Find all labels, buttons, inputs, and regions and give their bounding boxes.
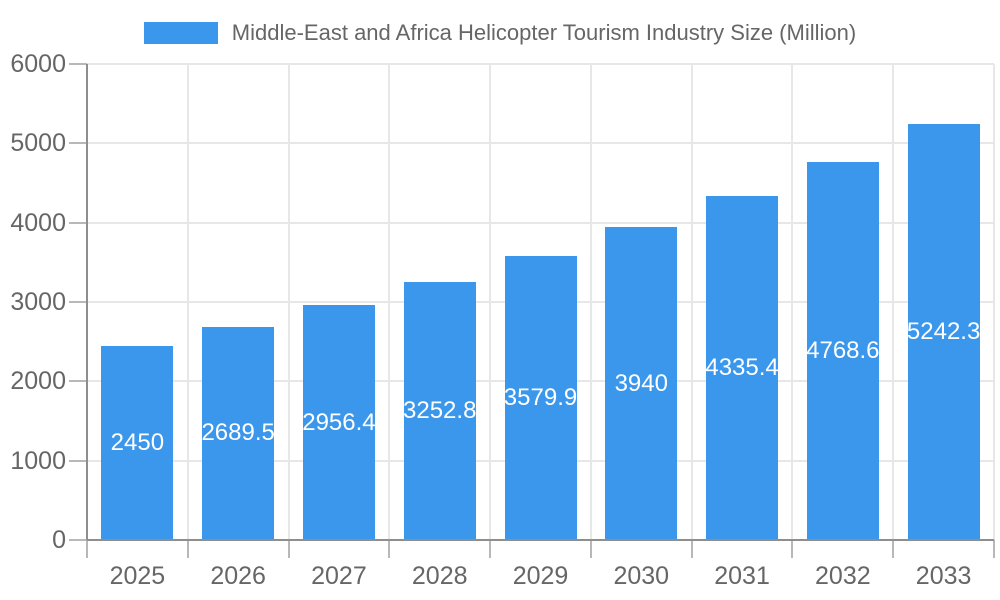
x-tick-mark [489,540,492,558]
bar-value-label: 4768.6 [806,336,880,364]
bar-value-label: 5242.3 [906,318,981,346]
y-axis-tick-label: 0 [52,526,66,554]
bar-value-label: 2956.4 [302,408,376,436]
y-gridline [87,221,994,224]
y-tick-mark [69,63,87,65]
x-tick-mark [690,540,693,558]
x-axis-tick-label: 2029 [512,562,569,590]
y-axis-tick-label: 1000 [10,446,66,475]
x-axis-tick-label: 2031 [714,562,770,590]
bar[interactable] [806,161,879,540]
x-gridline [589,64,592,540]
y-axis-tick-label: 5000 [10,129,66,158]
x-axis-tick-label: 2025 [109,562,166,590]
x-tick-mark [993,540,995,558]
bar[interactable] [302,305,375,540]
x-axis-tick-label: 2032 [815,562,871,590]
legend-item[interactable]: Middle-East and Africa Helicopter Touris… [143,20,857,46]
bar-value-label: 2689.5 [201,419,275,447]
y-gridline [87,142,994,145]
legend-color-swatch [143,22,218,44]
y-axis-tick-label: 3000 [10,288,66,316]
x-tick-mark [186,540,189,558]
y-tick-mark [69,142,87,145]
y-tick-mark [69,221,87,224]
y-axis-tick-label: 2000 [10,367,66,396]
x-tick-mark [86,540,88,558]
y-axis-tick-label: 4000 [10,208,66,237]
legend: Middle-East and Africa Helicopter Touris… [0,20,1000,46]
x-axis-tick-label: 2028 [411,562,468,590]
x-axis-tick-label: 2030 [613,562,670,590]
y-tick-mark [69,301,87,303]
bar[interactable] [202,326,275,540]
y-tick-mark [69,459,87,462]
x-tick-mark [287,540,290,558]
bar-value-label: 3252.8 [403,396,477,424]
x-tick-mark [589,540,592,558]
y-axis-line [86,64,88,540]
y-tick-mark [69,380,87,383]
bar[interactable] [706,196,779,540]
bar-value-label: 2450 [110,428,165,456]
x-gridline [186,64,189,540]
x-tick-mark [892,540,895,558]
y-gridline [87,63,994,65]
bar-value-label: 3940 [614,369,668,397]
x-axis-tick-label: 2033 [915,562,972,590]
y-axis-tick-label: 6000 [10,50,66,78]
x-gridline [993,64,995,540]
bar[interactable] [504,255,577,540]
x-gridline [690,64,693,540]
x-axis-line [87,539,994,541]
x-gridline [892,64,895,540]
legend-series-label: Middle-East and Africa Helicopter Touris… [231,20,857,45]
x-gridline [287,64,290,540]
x-axis-tick-label: 2026 [210,562,266,590]
bar[interactable] [907,124,980,540]
y-tick-mark [69,539,87,541]
x-tick-mark [388,540,391,558]
x-axis-tick-label: 2027 [311,562,367,590]
x-tick-mark [791,540,794,558]
bar[interactable] [403,281,476,540]
x-gridline [388,64,391,540]
bar-value-label: 4335.4 [705,354,779,382]
x-gridline [489,64,492,540]
bar-value-label: 3579.9 [503,383,578,411]
x-gridline [791,64,794,540]
bar[interactable] [101,345,174,540]
bar[interactable] [605,227,678,540]
